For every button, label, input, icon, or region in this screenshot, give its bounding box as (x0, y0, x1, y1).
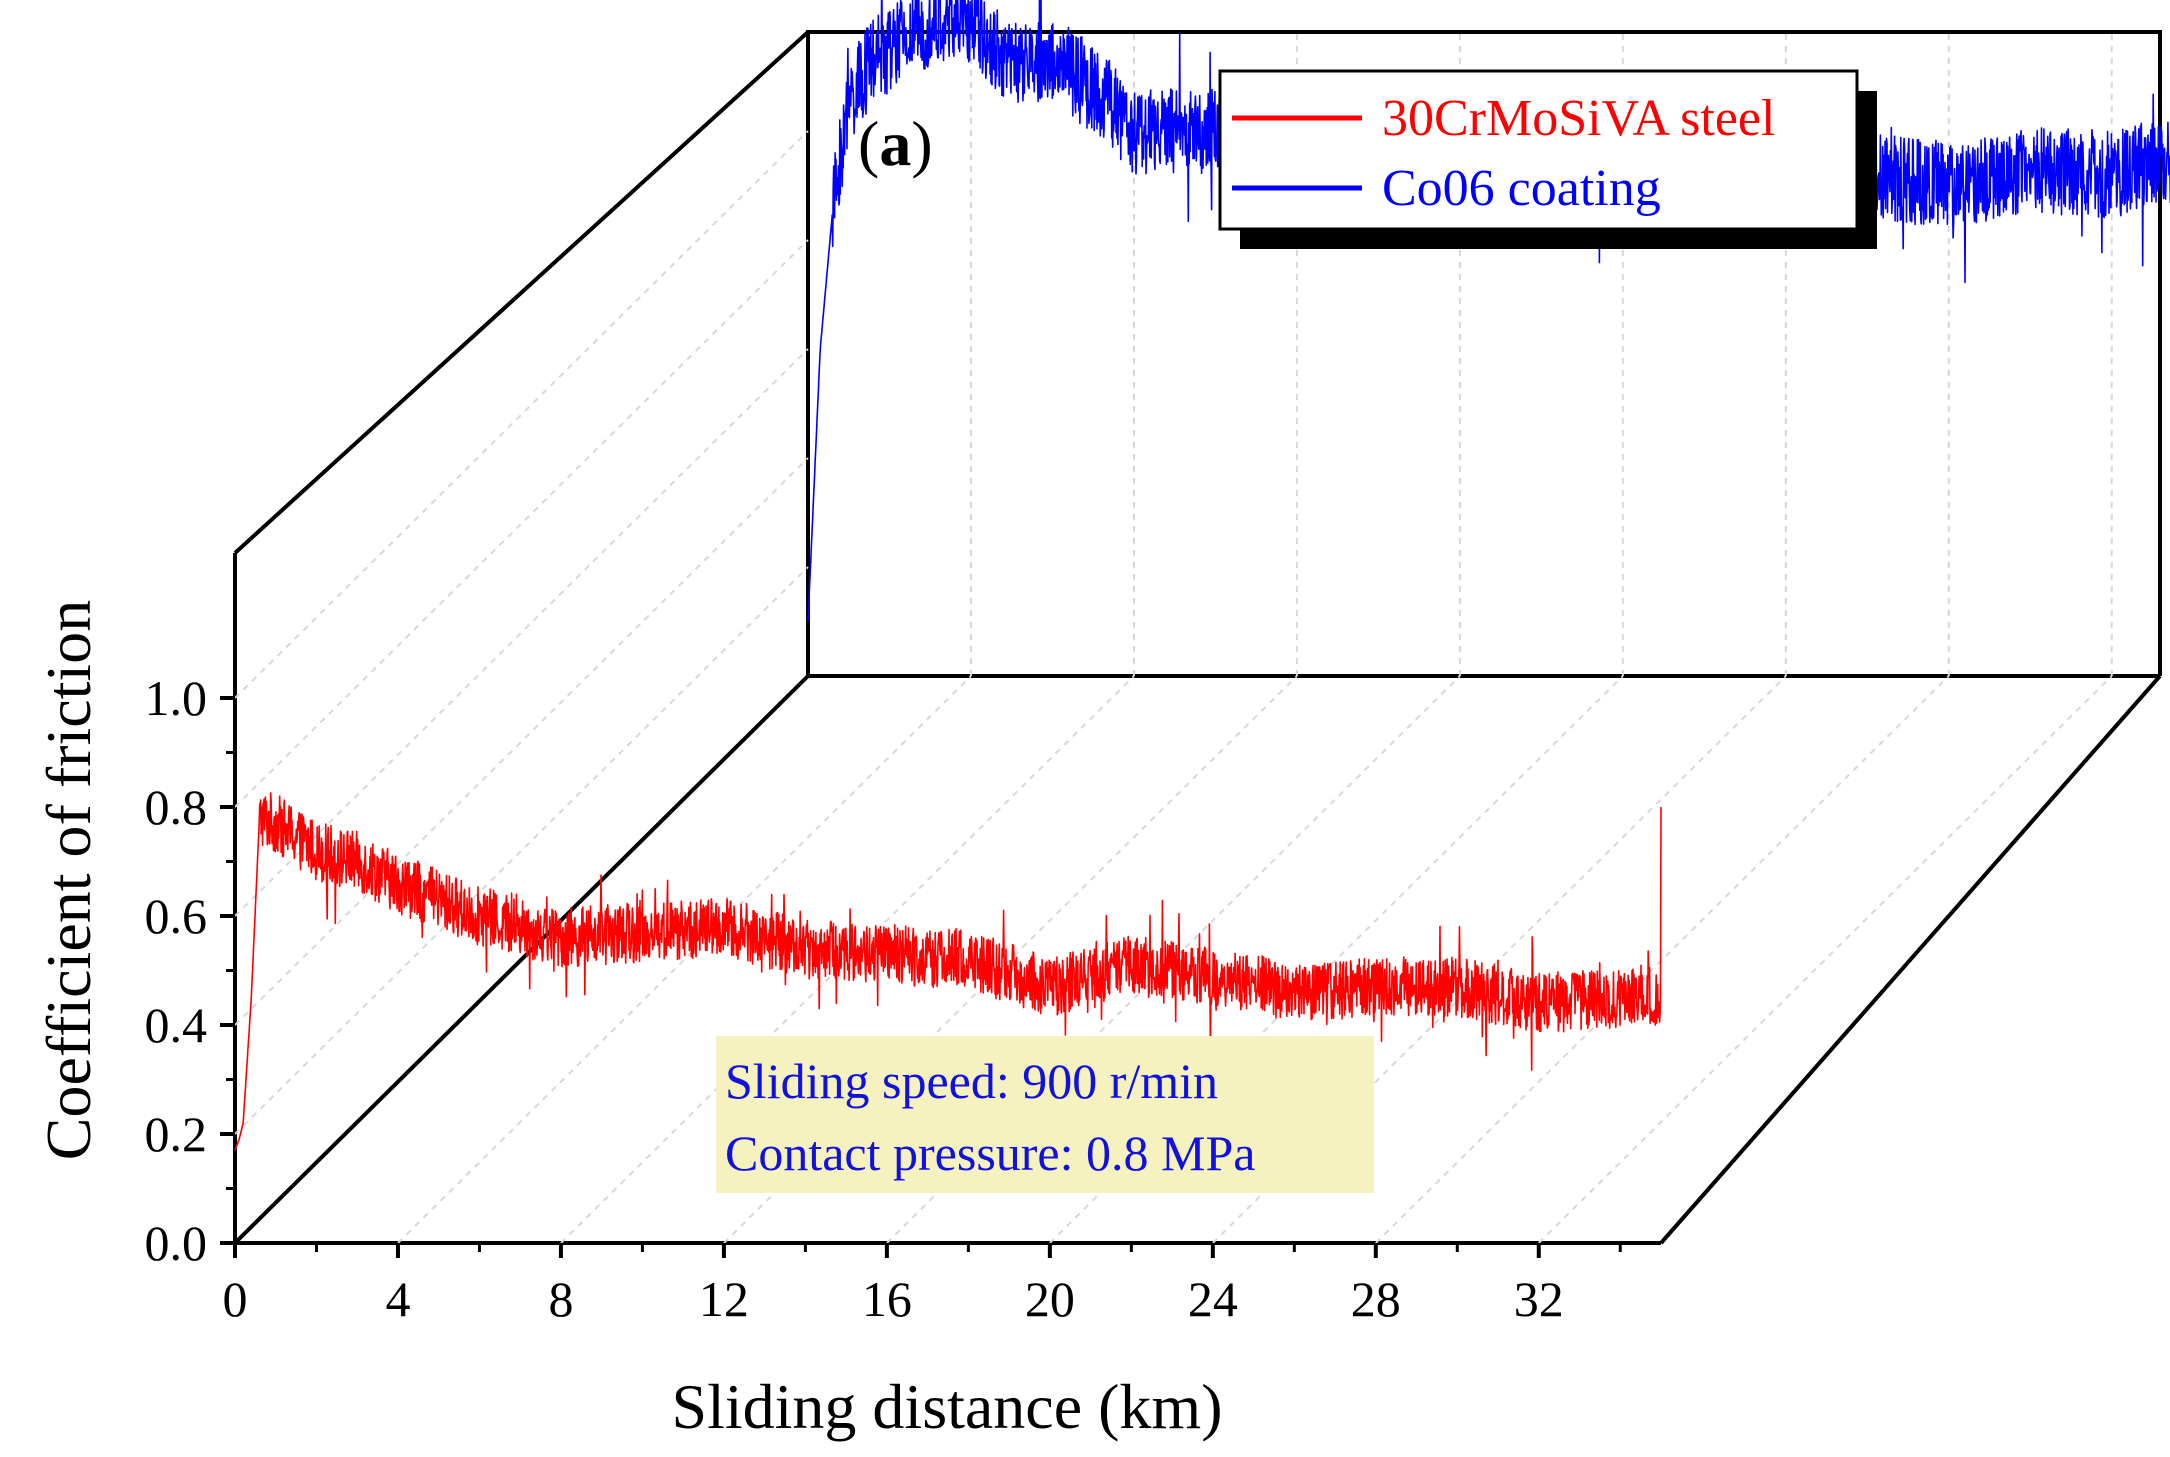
y-axis-title: Coefficient of friction (33, 600, 104, 1160)
legend: 30CrMoSiVA steel Co06 coating (1218, 69, 1877, 249)
floor-grid-line (1538, 675, 2113, 1244)
x-axis-title: Sliding distance (km) (671, 1371, 1222, 1442)
side-grid-line (234, 457, 809, 1026)
x-tick-label: 28 (1351, 1271, 1401, 1327)
series-line-steel (234, 792, 1662, 1151)
y-tick-label: 1.0 (145, 670, 208, 726)
panel-label: (a) (858, 108, 933, 179)
axis-ticks: 0 4 8 12 16 20 24 28 32 0.0 0.2 0.4 0.6 0.8 1.0 (145, 670, 1622, 1327)
left-wall-top-edge (233, 30, 810, 555)
x-tick-label: 12 (699, 1271, 749, 1327)
x-tick-label: 24 (1188, 1271, 1238, 1327)
annotation-pressure: Contact pressure: 0.8 MPa (725, 1125, 1255, 1181)
legend-label-coating: Co06 coating (1382, 160, 1661, 217)
series-group-front (234, 792, 1662, 1151)
y-tick-label: 0.0 (145, 1215, 208, 1271)
side-grid-line (234, 130, 809, 699)
x-tick-label: 16 (862, 1271, 912, 1327)
side-grid-line (234, 239, 809, 808)
floor-grid-line (1375, 675, 1950, 1244)
panel-label-close: ) (911, 108, 932, 179)
annotation-speed: Sliding speed: 900 r/min (725, 1053, 1218, 1109)
annotation-background (716, 1036, 1374, 1193)
x-tick-label: 0 (223, 1271, 248, 1327)
y-tick-label: 0.8 (145, 779, 208, 835)
y-tick-label: 0.2 (145, 1106, 208, 1162)
y-tick-label: 0.6 (145, 888, 208, 944)
panel-label-open: ( (858, 108, 879, 179)
legend-box (1218, 69, 1859, 231)
side-grid-line (234, 566, 809, 1135)
annotation-box: Sliding speed: 900 r/min Contact pressur… (716, 1036, 1374, 1193)
floor-grid-line (560, 675, 1135, 1244)
floor-grid-line (397, 675, 972, 1244)
back-wall (806, 30, 2162, 676)
x-tick-label: 8 (548, 1271, 573, 1327)
x-tick-label: 20 (1025, 1271, 1075, 1327)
plot-frame (233, 30, 2162, 1245)
y-tick-label: 0.4 (145, 997, 208, 1053)
panel-label-letter: a (879, 108, 911, 179)
right-floor-edge (1659, 674, 2162, 1245)
legend-label-steel: 30CrMoSiVA steel (1382, 90, 1775, 147)
x-tick-label: 4 (385, 1271, 410, 1327)
left-floor-edge (233, 674, 810, 1245)
side-grid-line (234, 348, 809, 917)
x-tick-label: 32 (1514, 1271, 1564, 1327)
